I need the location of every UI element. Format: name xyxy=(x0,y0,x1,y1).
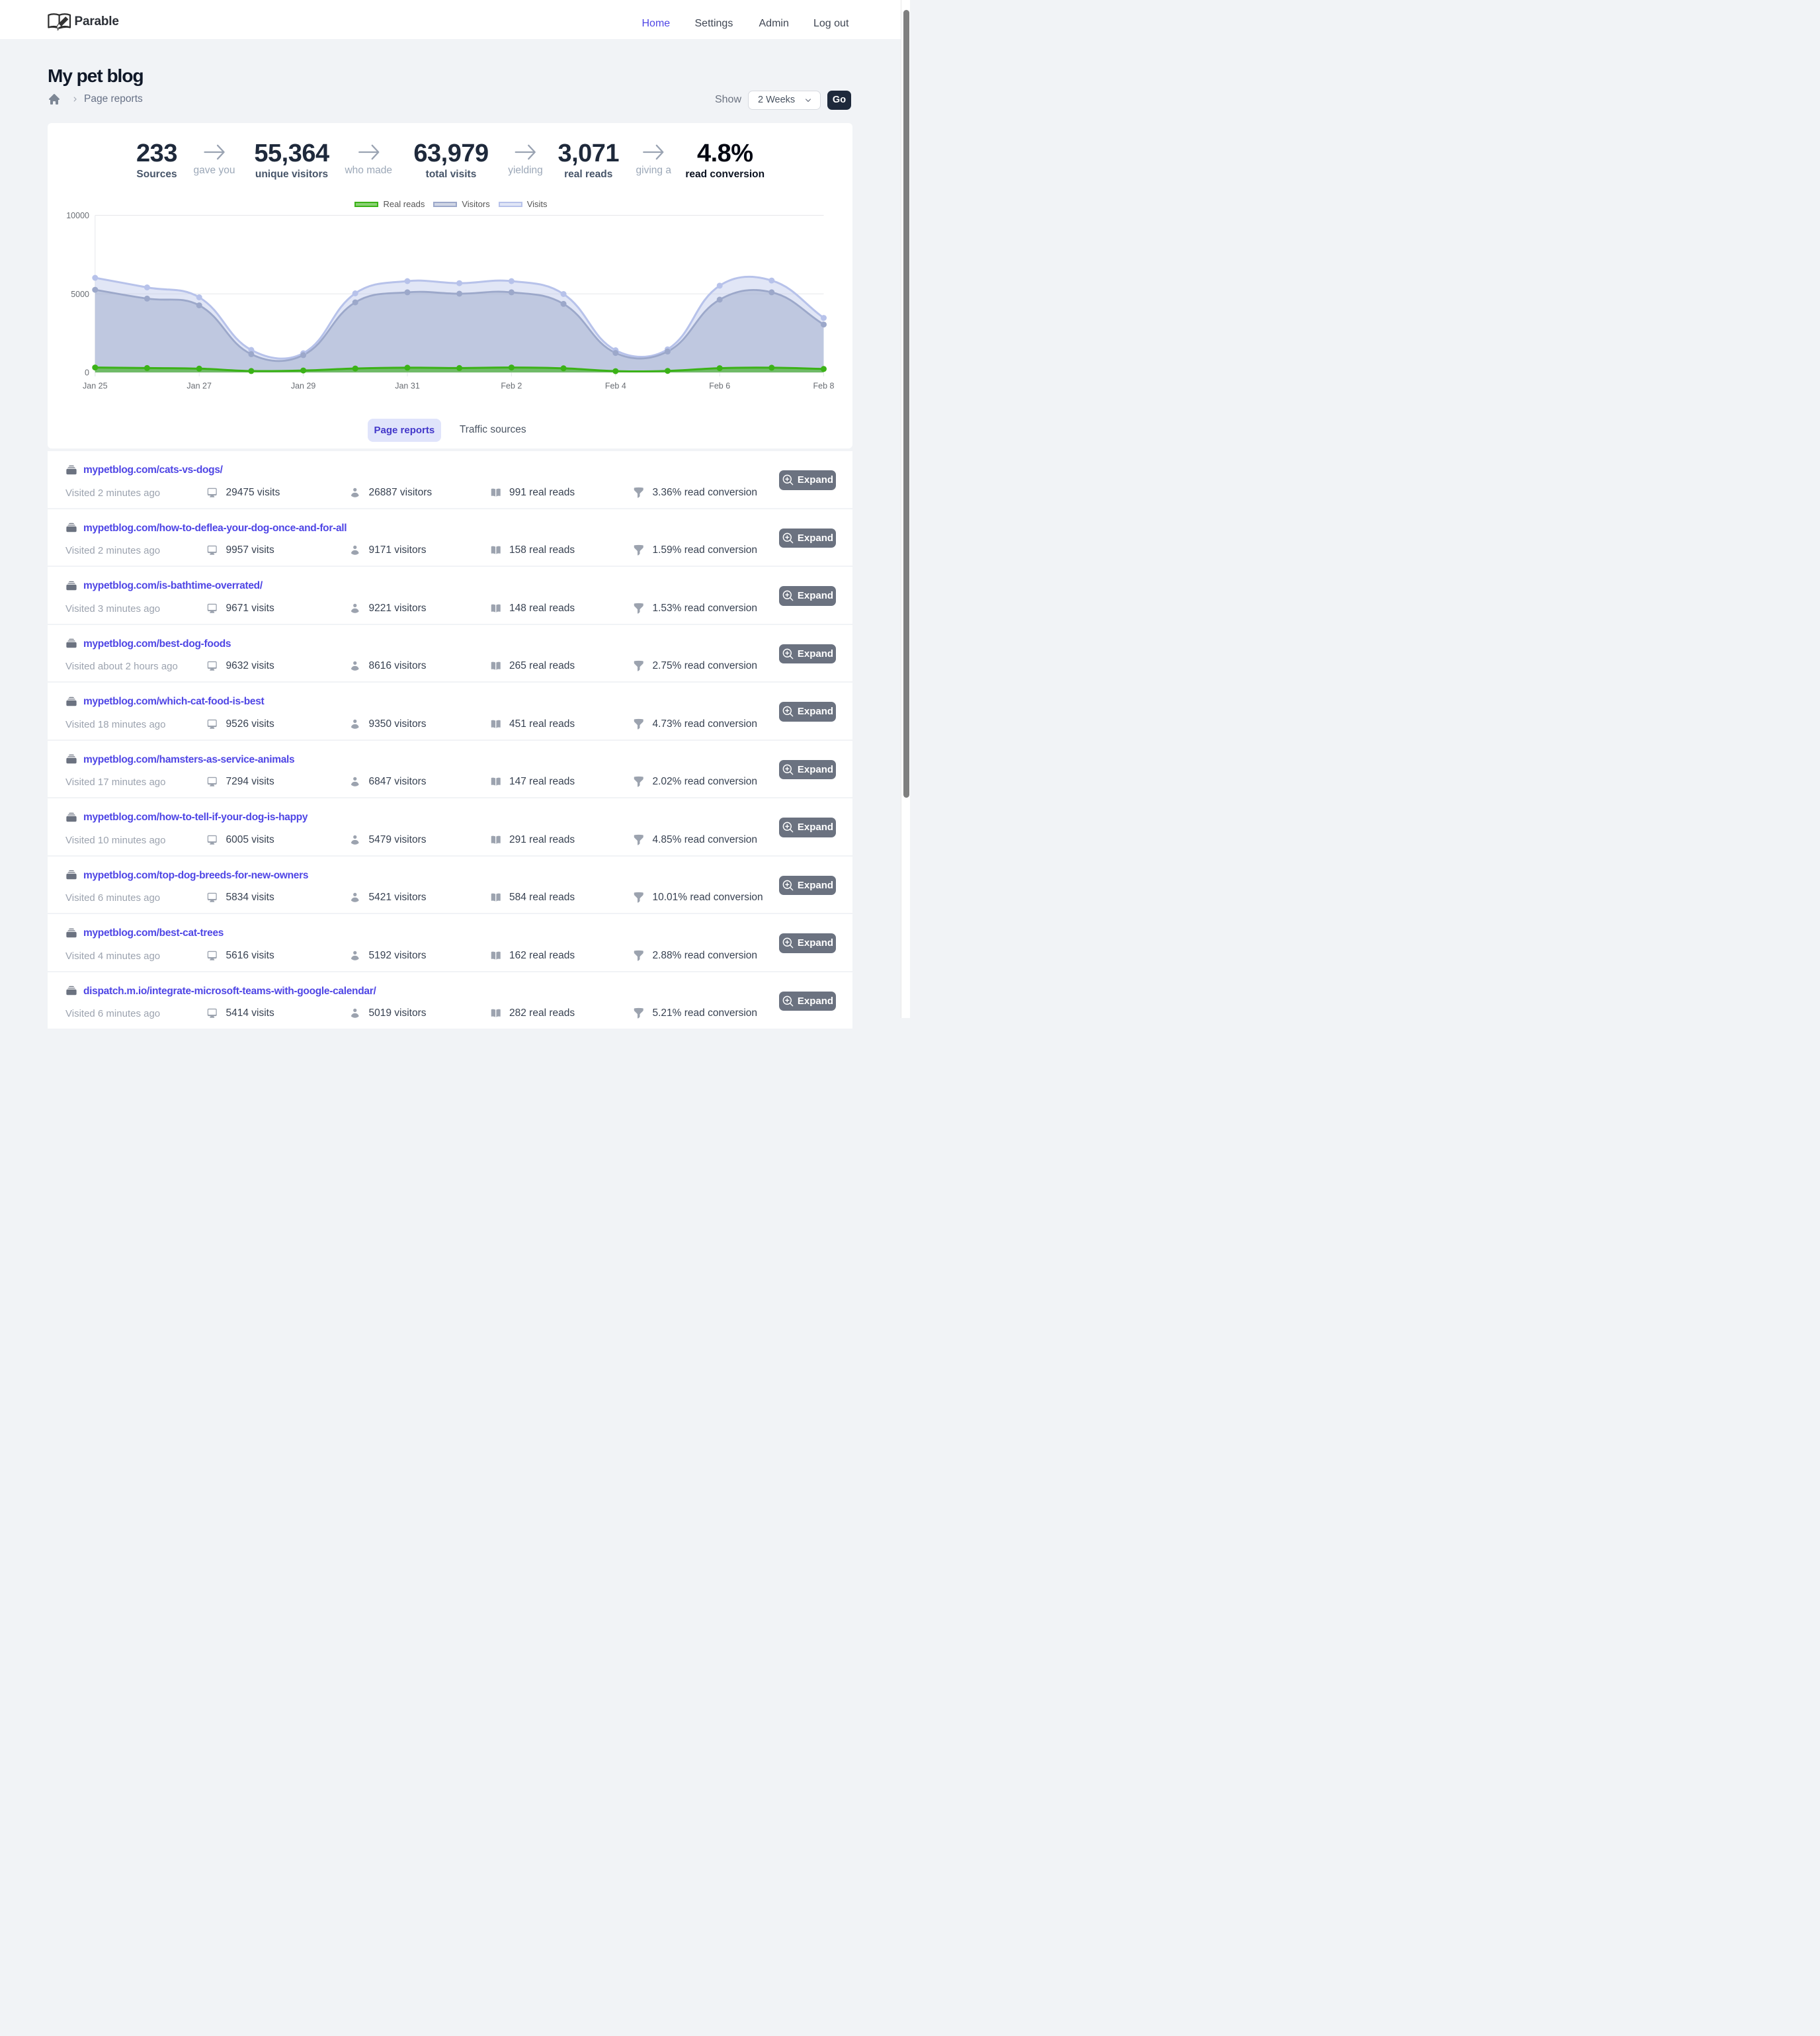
svg-text:Feb 6: Feb 6 xyxy=(709,382,730,391)
svg-text:Feb 2: Feb 2 xyxy=(501,382,522,391)
svg-text:0: 0 xyxy=(85,368,89,378)
svg-text:Jan 29: Jan 29 xyxy=(291,382,316,391)
svg-text:Jan 27: Jan 27 xyxy=(186,382,212,391)
svg-text:Feb 8: Feb 8 xyxy=(813,382,835,391)
svg-text:Jan 31: Jan 31 xyxy=(395,382,420,391)
svg-text:10000: 10000 xyxy=(66,211,89,220)
svg-text:Jan 25: Jan 25 xyxy=(83,382,108,391)
svg-text:5000: 5000 xyxy=(71,290,89,299)
svg-text:Feb 4: Feb 4 xyxy=(605,382,626,391)
